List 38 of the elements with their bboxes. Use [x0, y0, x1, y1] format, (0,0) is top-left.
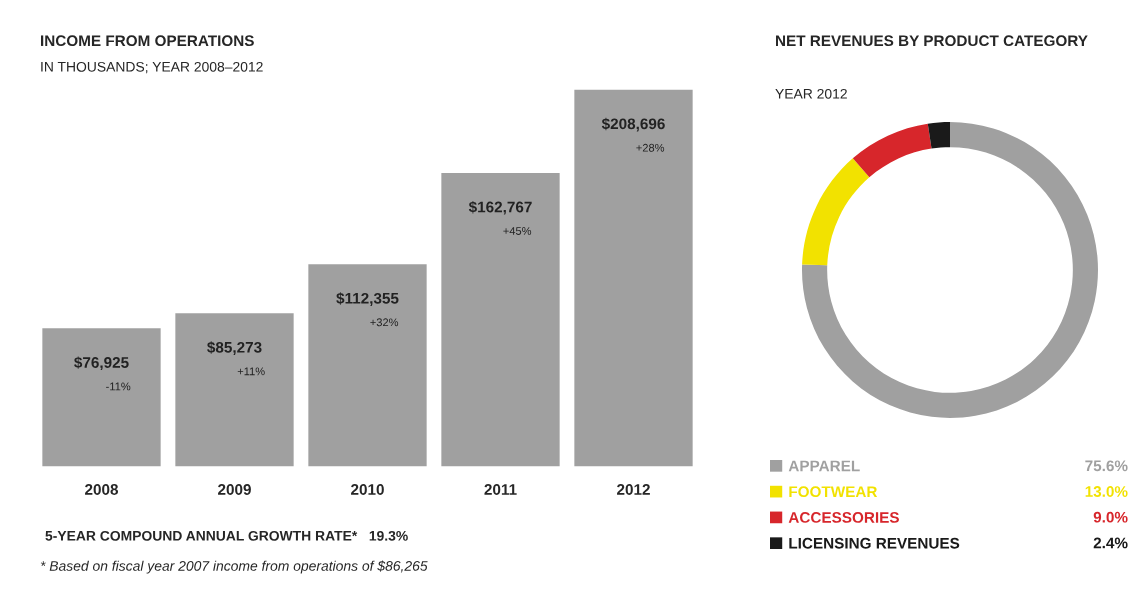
text: 5-YEAR COMPOUND ANNUAL GROWTH RATE* 19.3%: [45, 530, 408, 541]
legend-label: FOOTWEAR: [789, 486, 878, 498]
data-label: $76,925: [74, 356, 129, 371]
bar: [572, 89, 695, 467]
annotation: +11%: [237, 367, 265, 376]
data-label: 2.4%: [1093, 537, 1128, 549]
x-tick-label: 2008: [85, 484, 119, 495]
x-tick-label: 2009: [218, 484, 251, 495]
annotation: +32%: [370, 318, 399, 327]
bar: [439, 171, 562, 467]
data-label: 13.0%: [1085, 486, 1128, 497]
data-label: $208,696: [601, 117, 665, 132]
annotation: +45%: [503, 227, 532, 235]
legend-label: ACCESSORIES: [788, 512, 899, 523]
data-label: $162,767: [468, 200, 532, 215]
chart-subtitle: IN THOUSANDS; YEAR 2008–2012: [41, 61, 263, 74]
annotation: -11%: [106, 382, 131, 391]
legend-label: APPAREL: [788, 460, 860, 472]
donut-slice: [802, 122, 1098, 418]
chart-subtitle: YEAR 2012: [775, 88, 847, 99]
bar: [40, 326, 163, 467]
donut-slice: [927, 122, 950, 149]
bar: [306, 262, 429, 467]
data-label: 75.6%: [1085, 460, 1128, 472]
chart-title: INCOME FROM OPERATIONS: [41, 35, 254, 47]
chart-title: NET REVENUES BY PRODUCT CATEGORY: [776, 35, 1088, 47]
data-label: 9.0%: [1093, 511, 1128, 523]
donut-slice: [802, 158, 870, 266]
x-tick-label: 2011: [484, 484, 517, 495]
data-label: $85,273: [207, 341, 262, 355]
data-label: $112,355: [336, 292, 399, 306]
x-tick-label: 2012: [617, 484, 650, 495]
bar: [173, 311, 296, 467]
x-tick-label: 2010: [351, 484, 384, 495]
legend-label: LICENSING REVENUES: [789, 537, 960, 549]
text: * Based on fiscal year 2007 income from operations of $86,265: [40, 560, 428, 574]
annotation: +28%: [636, 143, 665, 152]
donut-slice: [852, 123, 932, 178]
